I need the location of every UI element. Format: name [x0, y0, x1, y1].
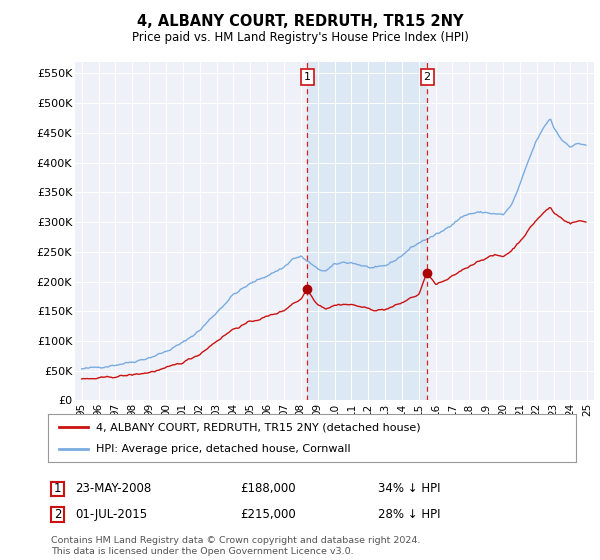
Text: 4, ALBANY COURT, REDRUTH, TR15 2NY (detached house): 4, ALBANY COURT, REDRUTH, TR15 2NY (deta… — [95, 422, 420, 432]
Text: 23-MAY-2008: 23-MAY-2008 — [75, 482, 151, 496]
Text: Contains HM Land Registry data © Crown copyright and database right 2024.
This d: Contains HM Land Registry data © Crown c… — [51, 536, 421, 556]
Text: 2: 2 — [54, 508, 61, 521]
Text: 1: 1 — [304, 72, 311, 82]
Text: 2: 2 — [424, 72, 431, 82]
Bar — [307, 62, 427, 400]
Text: HPI: Average price, detached house, Cornwall: HPI: Average price, detached house, Corn… — [95, 444, 350, 454]
Text: Price paid vs. HM Land Registry's House Price Index (HPI): Price paid vs. HM Land Registry's House … — [131, 31, 469, 44]
Text: 1: 1 — [54, 482, 61, 496]
Text: £215,000: £215,000 — [240, 508, 296, 521]
Text: £188,000: £188,000 — [240, 482, 296, 496]
Text: 01-JUL-2015: 01-JUL-2015 — [75, 508, 147, 521]
Text: 28% ↓ HPI: 28% ↓ HPI — [378, 508, 440, 521]
Text: 34% ↓ HPI: 34% ↓ HPI — [378, 482, 440, 496]
Text: 4, ALBANY COURT, REDRUTH, TR15 2NY: 4, ALBANY COURT, REDRUTH, TR15 2NY — [137, 14, 463, 29]
